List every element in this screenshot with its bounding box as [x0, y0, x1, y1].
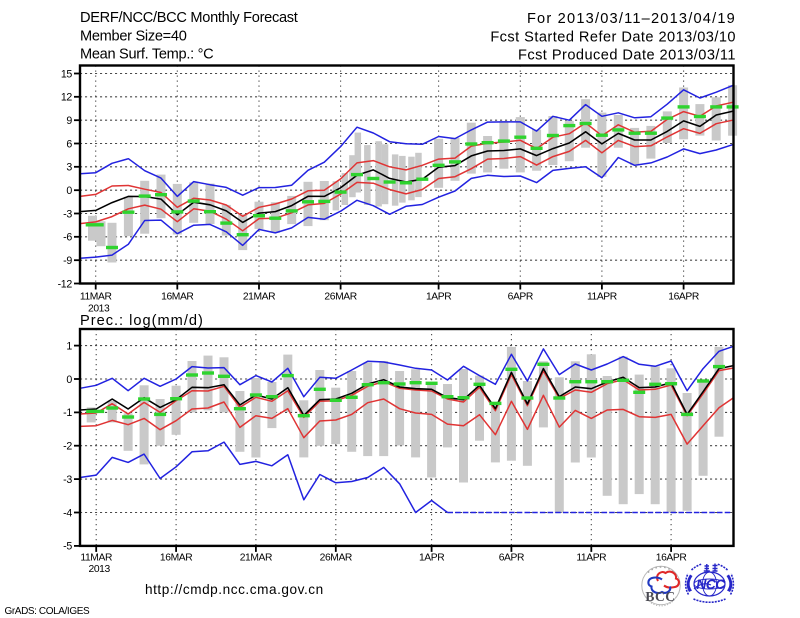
svg-text:16APR: 16APR [668, 292, 699, 303]
svg-text:2013: 2013 [89, 564, 111, 575]
svg-text:26MAR: 26MAR [320, 552, 352, 563]
svg-text:-2: -2 [63, 441, 72, 453]
svg-text:-1: -1 [63, 407, 72, 419]
svg-text:-4: -4 [63, 507, 72, 519]
svg-text:http://cmdp.ncc.cma.gov.cn: http://cmdp.ncc.cma.gov.cn [145, 582, 324, 597]
svg-text:0: 0 [66, 374, 72, 386]
svg-text:DERF/NCC/BCC Monthly Forecast: DERF/NCC/BCC Monthly Forecast [80, 10, 298, 26]
svg-text:-6: -6 [63, 232, 72, 244]
svg-text:9: 9 [66, 115, 72, 127]
svg-text:6APR: 6APR [499, 552, 524, 563]
svg-text:Fcst Produced Date 2013/03/11: Fcst Produced Date 2013/03/11 [518, 48, 736, 64]
svg-text:15: 15 [61, 68, 73, 80]
svg-text:-3: -3 [63, 208, 72, 220]
svg-text:11APR: 11APR [576, 552, 606, 563]
svg-text:1: 1 [66, 340, 72, 352]
svg-text:16APR: 16APR [656, 552, 687, 563]
svg-text:11MAR: 11MAR [80, 552, 112, 563]
svg-text:11APR: 11APR [587, 292, 617, 303]
svg-text:16MAR: 16MAR [161, 292, 193, 303]
svg-text:Prec.: log(mm/d): Prec.: log(mm/d) [80, 313, 204, 329]
svg-text:3: 3 [66, 162, 72, 174]
svg-text:-12: -12 [58, 278, 73, 290]
svg-text:Fcst Started Refer Date 2013/0: Fcst Started Refer Date 2013/03/10 [490, 30, 736, 46]
svg-text:Mean Surf. Temp.: °C: Mean Surf. Temp.: °C [80, 47, 213, 63]
svg-text:-9: -9 [63, 255, 72, 267]
svg-text:6APR: 6APR [508, 292, 533, 303]
svg-text:21MAR: 21MAR [243, 292, 275, 303]
svg-text:6: 6 [66, 138, 72, 150]
svg-text:NCC: NCC [696, 576, 726, 592]
svg-text:GrADS: COLA/IGES: GrADS: COLA/IGES [5, 606, 90, 617]
svg-text:2013: 2013 [88, 303, 110, 314]
svg-text:21MAR: 21MAR [240, 552, 272, 563]
svg-text:Member Size=40: Member Size=40 [80, 29, 187, 45]
svg-text:0: 0 [66, 185, 72, 197]
svg-text:16MAR: 16MAR [160, 552, 192, 563]
svg-text:12: 12 [61, 92, 73, 104]
svg-text:-3: -3 [63, 474, 72, 486]
svg-text:-5: -5 [63, 541, 72, 553]
svg-text:26MAR: 26MAR [324, 292, 356, 303]
svg-text:1APR: 1APR [426, 292, 451, 303]
svg-text:1APR: 1APR [419, 552, 444, 563]
svg-text:BCC: BCC [645, 589, 675, 604]
svg-text:11MAR: 11MAR [80, 292, 112, 303]
svg-text:For 2013/03/11–2013/04/19: For 2013/03/11–2013/04/19 [527, 11, 736, 27]
